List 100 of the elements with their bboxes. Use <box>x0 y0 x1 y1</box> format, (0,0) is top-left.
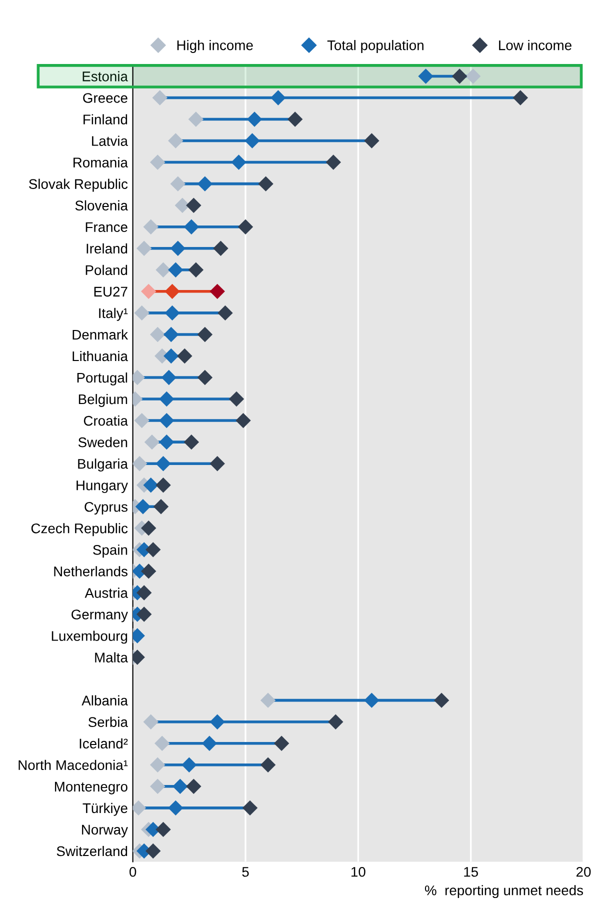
point <box>134 305 150 321</box>
y-tick-label: Montenegro <box>54 782 128 794</box>
point <box>186 778 202 794</box>
x-tick-label: 0 <box>130 866 136 877</box>
point <box>197 326 213 342</box>
point <box>202 736 218 751</box>
point <box>270 90 286 106</box>
point <box>170 176 186 192</box>
point <box>186 198 202 213</box>
point <box>210 456 225 472</box>
point <box>164 305 180 321</box>
point <box>197 176 213 192</box>
point <box>210 284 225 300</box>
point <box>434 692 450 708</box>
point <box>135 499 151 514</box>
y-tick-label: Slovak Republic <box>29 178 128 192</box>
y-tick-label: Cyprus <box>84 502 128 515</box>
y-tick-label: Albania <box>82 695 128 706</box>
point <box>177 348 192 364</box>
point <box>238 219 254 234</box>
y-tick-label: Türkiye <box>82 802 128 816</box>
y-tick-label: Bulgaria <box>78 458 128 472</box>
y-tick-label: North Macedonia¹ <box>18 760 128 770</box>
point <box>144 434 160 450</box>
point <box>154 736 170 751</box>
point <box>244 133 260 148</box>
point <box>134 412 150 428</box>
x-tick-label: 10 <box>352 866 366 877</box>
point <box>418 68 434 84</box>
point <box>164 348 179 364</box>
point <box>159 412 174 428</box>
y-tick-label: Lithuania <box>72 350 128 362</box>
x-axis-title: % reporting unmet needs <box>424 885 584 898</box>
point <box>156 262 171 278</box>
y-tick-label: Latvia <box>92 136 128 146</box>
point <box>328 714 344 730</box>
point <box>465 68 481 84</box>
point <box>141 564 156 579</box>
point <box>197 370 213 386</box>
y-tick-label: Ireland <box>86 243 128 254</box>
point <box>150 757 166 772</box>
point <box>452 68 468 84</box>
y-tick-label: Austria <box>84 588 128 598</box>
point <box>326 154 341 170</box>
y-tick-label: Serbia <box>88 716 128 728</box>
point <box>132 456 148 472</box>
point <box>150 326 166 342</box>
point <box>164 326 179 342</box>
x-tick-label: 15 <box>464 867 478 877</box>
point <box>274 736 290 751</box>
point <box>136 606 152 622</box>
point <box>156 478 171 493</box>
point <box>260 757 276 772</box>
legend-label: High income <box>177 40 253 53</box>
point <box>159 434 174 450</box>
y-tick-label: EU27 <box>94 286 128 297</box>
y-tick-label: Slovenia <box>75 200 128 211</box>
point <box>218 305 233 321</box>
x-tick-label: 20 <box>576 866 591 877</box>
point <box>184 434 200 450</box>
y-tick-label: Belgium <box>78 394 128 407</box>
point <box>170 240 186 256</box>
point <box>364 133 380 148</box>
point <box>146 843 161 859</box>
point <box>143 219 158 234</box>
y-tick-label: Denmark <box>72 329 128 340</box>
point <box>364 692 380 708</box>
y-tick-label: Romania <box>74 157 128 168</box>
point <box>153 499 169 514</box>
point <box>287 112 303 127</box>
point <box>146 542 161 558</box>
point <box>172 778 188 794</box>
point <box>242 800 258 816</box>
point <box>168 262 184 278</box>
point <box>184 219 200 234</box>
point <box>156 456 171 472</box>
y-tick-label: France <box>86 222 128 232</box>
point <box>143 478 158 493</box>
point <box>258 176 274 192</box>
point <box>164 284 180 300</box>
point <box>260 692 276 708</box>
y-tick-label: Iceland² <box>80 738 128 749</box>
point <box>141 520 156 536</box>
legend-label: Total population <box>327 40 424 53</box>
point <box>231 154 246 170</box>
point <box>188 112 204 127</box>
point <box>136 585 152 600</box>
point <box>188 262 204 278</box>
y-tick-label: Sweden <box>78 437 128 448</box>
point <box>136 240 152 256</box>
point <box>168 133 184 148</box>
x-tick-label: 5 <box>242 867 249 877</box>
point <box>512 90 528 106</box>
point <box>152 90 168 106</box>
point <box>132 800 146 816</box>
y-tick-label: Portugal <box>77 372 128 386</box>
point <box>141 284 156 300</box>
y-tick-label: Malta <box>95 652 128 662</box>
y-tick-label: Hungary <box>76 480 128 494</box>
point <box>168 800 184 816</box>
